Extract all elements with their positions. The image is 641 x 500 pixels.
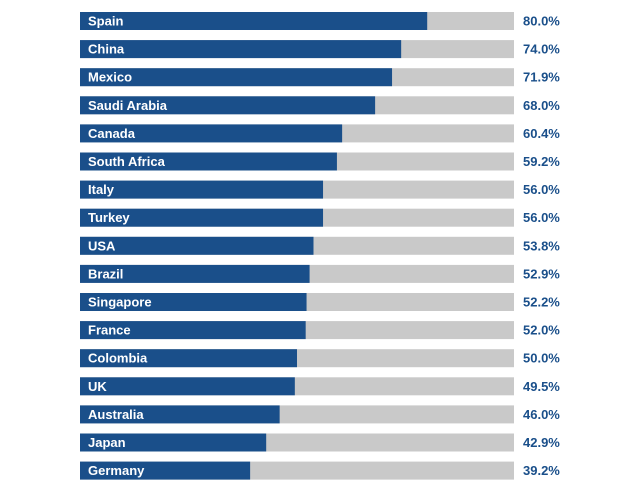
- value-label: 59.2%: [523, 154, 560, 169]
- category-label: Saudi Arabia: [88, 98, 168, 113]
- bar-row-spain: Spain 80.0%: [80, 12, 560, 30]
- bar: [80, 405, 280, 424]
- value-label: 52.9%: [523, 266, 560, 281]
- bar: [80, 12, 428, 30]
- bar-row-saudi-arabia: Saudi Arabia 68.0%: [80, 96, 560, 115]
- value-label: 60.4%: [523, 126, 560, 141]
- category-label: USA: [88, 238, 116, 253]
- category-label: Italy: [88, 182, 115, 197]
- bar-row-canada: Canada 60.4%: [80, 124, 560, 143]
- value-label: 74.0%: [523, 42, 560, 57]
- bar-row-france: France 52.0%: [80, 321, 560, 340]
- category-label: China: [88, 42, 125, 57]
- bar-row-australia: Australia 46.0%: [80, 405, 560, 424]
- category-label: Spain: [88, 14, 123, 29]
- category-label: Singapore: [88, 295, 152, 310]
- bar: [80, 461, 251, 480]
- category-label: UK: [88, 379, 107, 394]
- value-label: 68.0%: [523, 98, 560, 113]
- category-label: Turkey: [88, 210, 130, 225]
- value-label: 53.8%: [523, 238, 560, 253]
- bar-row-turkey: Turkey 56.0%: [80, 208, 560, 227]
- value-label: 52.0%: [523, 323, 560, 338]
- bar: [80, 152, 337, 171]
- bar: [80, 40, 402, 59]
- category-label: France: [88, 323, 131, 338]
- value-label: 42.9%: [523, 435, 560, 450]
- value-label: 52.2%: [523, 295, 560, 310]
- bar: [80, 124, 343, 143]
- value-label: 50.0%: [523, 351, 560, 366]
- bar: [80, 377, 295, 396]
- value-label: 80.0%: [523, 14, 560, 29]
- value-label: 49.5%: [523, 379, 560, 394]
- bar: [80, 349, 297, 368]
- bar-row-china: China 74.0%: [80, 40, 560, 59]
- bar-row-uk: UK 49.5%: [80, 377, 560, 396]
- bar-row-italy: Italy 56.0%: [80, 180, 560, 199]
- bar: [80, 96, 376, 115]
- category-label: Mexico: [88, 70, 132, 85]
- bar: [80, 321, 306, 340]
- bar: [80, 433, 267, 452]
- bar-row-germany: Germany 39.2%: [80, 461, 560, 480]
- value-label: 56.0%: [523, 182, 560, 197]
- bar-row-mexico: Mexico 71.9%: [80, 68, 560, 87]
- bar-row-singapore: Singapore 52.2%: [80, 293, 560, 311]
- value-label: 56.0%: [523, 210, 560, 225]
- bar: [80, 236, 314, 255]
- bar-row-japan: Japan 42.9%: [80, 433, 560, 452]
- bar-row-usa: USA 53.8%: [80, 236, 560, 255]
- category-label: Canada: [88, 126, 136, 141]
- category-label: Brazil: [88, 266, 123, 281]
- category-label: South Africa: [88, 154, 166, 169]
- bar: [80, 264, 310, 283]
- bar-row-south-africa: South Africa 59.2%: [80, 152, 560, 171]
- bar: [80, 68, 393, 87]
- category-label: Germany: [88, 463, 145, 478]
- bar: [80, 293, 307, 311]
- value-label: 71.9%: [523, 70, 560, 85]
- bar-row-colombia: Colombia 50.0%: [80, 349, 560, 368]
- value-label: 39.2%: [523, 463, 560, 478]
- value-label: 46.0%: [523, 407, 560, 422]
- bar-row-brazil: Brazil 52.9%: [80, 264, 560, 283]
- bar: [80, 208, 324, 227]
- category-label: Colombia: [88, 351, 148, 366]
- bar: [80, 180, 324, 199]
- category-label: Australia: [88, 407, 144, 422]
- category-label: Japan: [88, 435, 126, 450]
